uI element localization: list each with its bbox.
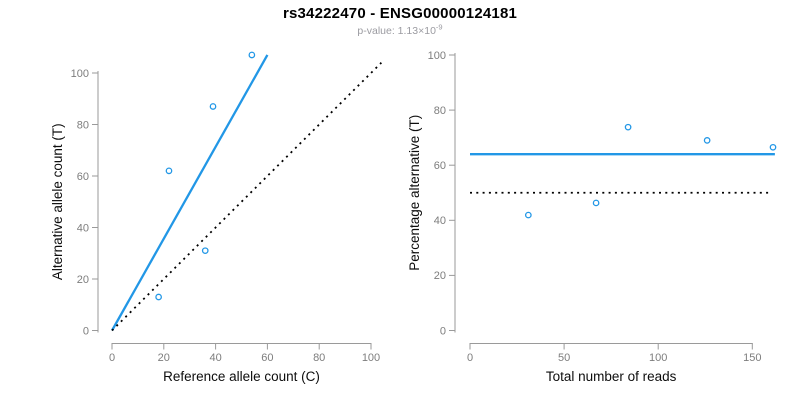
y-axis-tick-label: 100 <box>71 68 89 80</box>
y-axis-tick-label: 80 <box>434 105 446 117</box>
figure-subtitle: p-value: 1.13×10-9 <box>0 22 800 37</box>
data-point <box>248 51 256 59</box>
data-point <box>165 167 173 175</box>
y-axis-tick-label: 0 <box>83 325 89 337</box>
x-axis-tick-label: 150 <box>743 352 761 364</box>
x-axis-tick-label: 0 <box>109 352 115 364</box>
y-axis-tick-label: 40 <box>77 222 89 234</box>
y-axis-title: Alternative allele count (T) <box>50 123 65 280</box>
x-axis-tick-label: 60 <box>261 352 273 364</box>
right-plot: 0 20 40 60 80 100 0 50 100 150 Total number of rea… <box>407 50 777 384</box>
data-point <box>703 137 711 144</box>
x-axis-title: Reference allele count (C) <box>163 369 320 384</box>
fit-line <box>110 54 269 332</box>
y-axis-tick-label: 40 <box>434 215 446 227</box>
identity-line <box>111 62 382 332</box>
x-axis-tick-label: 0 <box>467 352 473 364</box>
data-point <box>209 103 217 110</box>
x-axis-tick-label: 100 <box>649 352 667 364</box>
y-axis-title: Percentage alternative (T) <box>407 115 422 271</box>
y-axis-tick-label: 0 <box>440 325 446 337</box>
data-point <box>524 211 532 219</box>
y-axis-tick-label: 60 <box>434 160 446 172</box>
y-axis-tick-label: 20 <box>77 274 89 286</box>
data-point <box>201 247 209 255</box>
x-axis-tick-label: 80 <box>313 352 325 364</box>
x-axis-tick-label: 100 <box>362 352 380 364</box>
y-axis-tick-label: 80 <box>77 119 89 131</box>
data-point <box>155 293 162 301</box>
left-plot: 0 20 40 60 80 100 0 20 40 60 80 100 Reference allele… <box>50 51 382 384</box>
data-point <box>592 199 600 207</box>
data-point <box>624 123 632 131</box>
x-axis-tick-label: 50 <box>558 352 570 364</box>
x-axis-tick-label: 40 <box>209 352 221 364</box>
x-axis-title: Total number of reads <box>546 369 677 384</box>
data-point <box>769 143 777 151</box>
y-axis-tick-label: 60 <box>77 171 89 183</box>
y-axis-tick-label: 20 <box>434 270 446 282</box>
figure-title: rs34222470 - ENSG00000124181 <box>282 5 518 22</box>
pvalue-exponent: -9 <box>435 22 443 32</box>
x-axis-tick-label: 20 <box>158 352 170 364</box>
y-axis-tick-label: 100 <box>428 50 446 62</box>
pvalue-text: p-value: 1.13×10 <box>357 25 436 37</box>
